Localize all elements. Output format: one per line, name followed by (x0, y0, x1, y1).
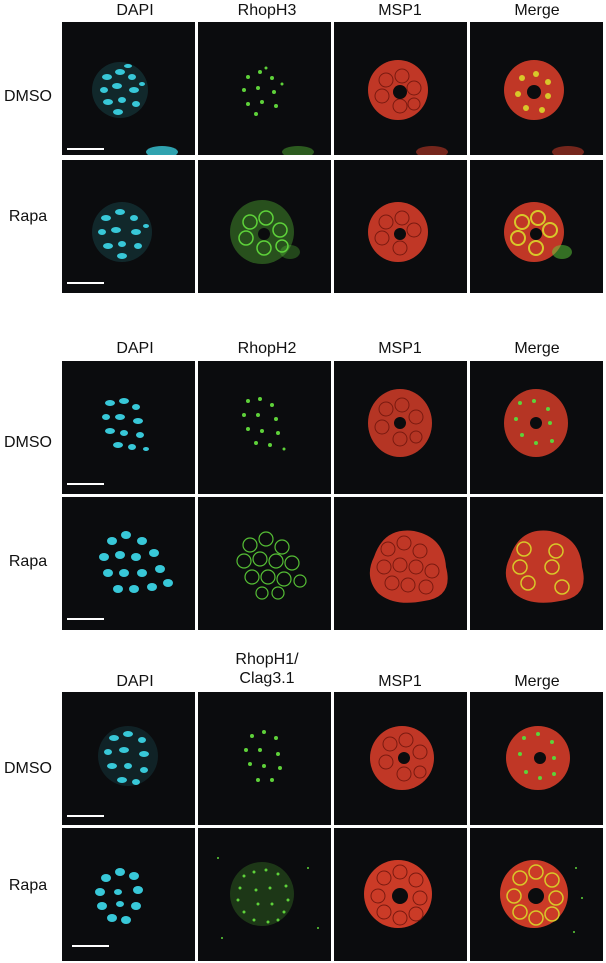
msp1-cell-image (364, 860, 432, 928)
scale-bar (67, 148, 104, 150)
panel-merge-dmso (470, 22, 603, 155)
panel-rhoph2-rapa (198, 497, 331, 630)
row-label-rapa: Rapa (8, 877, 48, 894)
panel-msp1-rapa (334, 497, 467, 630)
merge-cell-image (504, 60, 584, 155)
row-label-rapa: Rapa (8, 553, 48, 570)
col-label-merge: Merge (514, 673, 560, 690)
panel-merge-dmso (470, 692, 603, 825)
dapi-cell-image (98, 726, 158, 786)
msp1-cell-image (369, 530, 448, 603)
panel-dapi-rapa (62, 828, 195, 961)
rhoph3-cell-image (242, 66, 314, 155)
panel-msp1-rapa (334, 828, 467, 961)
col-label-rhoph2: RhopH2 (237, 340, 297, 357)
panel-rhoph1-dmso (198, 692, 331, 825)
dapi-cell-image (99, 531, 173, 593)
panel-merge-rapa (470, 160, 603, 293)
rhoph1-cell-image (244, 730, 282, 782)
msp1-cell-image (368, 389, 432, 457)
msp1-cell-image (370, 726, 434, 790)
msp1-cell-image (368, 60, 448, 155)
msp1-cell-image (368, 202, 428, 262)
scale-bar (72, 945, 109, 947)
scale-bar (67, 618, 104, 620)
col-label-dapi: DAPI (116, 673, 154, 690)
panel-dapi-dmso (62, 361, 195, 494)
row-label-dmso: DMSO (4, 760, 52, 777)
rhoph2-cell-image (236, 531, 307, 600)
dapi-cell-image (102, 398, 149, 451)
merge-cell-image (504, 389, 568, 457)
row-label-dmso: DMSO (4, 88, 52, 105)
merge-cell-image (500, 860, 583, 933)
col-label-dapi: DAPI (116, 340, 154, 357)
col-label-merge: Merge (514, 2, 560, 19)
col-label-msp1: MSP1 (378, 2, 422, 19)
rhoph2-cell-image (242, 397, 286, 451)
panel-rhoph3-dmso (198, 22, 331, 155)
panel-dapi-rapa (62, 497, 195, 630)
panel-rhoph3-rapa (198, 160, 331, 293)
rhoph3-cell-image (230, 200, 300, 264)
panel-msp1-dmso (334, 22, 467, 155)
panel-merge-rapa (470, 497, 603, 630)
col-label-dapi: DAPI (116, 2, 154, 19)
row-label-rapa: Rapa (8, 208, 48, 225)
dapi-cell-image (92, 202, 152, 262)
scale-bar (67, 815, 104, 817)
col-label-msp1: MSP1 (378, 340, 422, 357)
col-label-rhoph1-clag3-1: RhopH1/ Clag3.1 (235, 651, 299, 687)
scale-bar (67, 282, 104, 284)
panel-merge-rapa (470, 828, 603, 961)
panel-dapi-dmso (62, 692, 195, 825)
panel-msp1-dmso (334, 692, 467, 825)
scale-bar (67, 483, 104, 485)
panel-rhoph1-rapa (198, 828, 331, 961)
rhoph1-cell-image (217, 857, 319, 939)
merge-cell-image (504, 202, 572, 262)
col-label-rhoph3: RhopH3 (237, 2, 297, 19)
merge-cell-image (506, 726, 570, 790)
dapi-cell-image (95, 868, 143, 924)
panel-merge-dmso (470, 361, 603, 494)
merge-cell-image (505, 530, 584, 603)
dapi-cell-image (92, 62, 178, 155)
panel-rhoph2-dmso (198, 361, 331, 494)
panel-msp1-rapa (334, 160, 467, 293)
panel-msp1-dmso (334, 361, 467, 494)
col-label-msp1: MSP1 (378, 673, 422, 690)
row-label-dmso: DMSO (4, 434, 52, 451)
panel-dapi-dmso (62, 22, 195, 155)
panel-dapi-rapa (62, 160, 195, 293)
col-label-merge: Merge (514, 340, 560, 357)
